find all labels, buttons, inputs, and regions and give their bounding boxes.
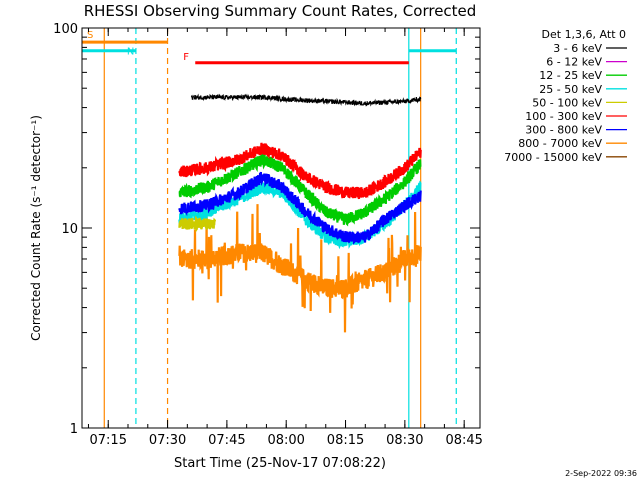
legend-label-2: 12 - 25 keV (539, 69, 602, 82)
series-line-3-6-kev (190, 93, 422, 107)
legend-label-3: 25 - 50 keV (539, 83, 602, 96)
legend-label-5: 100 - 300 keV (525, 110, 602, 123)
x-tick-label-0745: 07:45 (208, 433, 245, 448)
y-tick-label-10: 10 (61, 222, 78, 237)
chart-title: RHESSI Observing Summary Count Rates, Co… (84, 2, 477, 20)
x-tick-label-0830: 08:30 (386, 433, 423, 448)
annotation-label-n: N (127, 47, 134, 58)
timestamp: 2-Sep-2022 09:36 (565, 469, 637, 478)
legend-label-1: 6 - 12 keV (546, 56, 602, 69)
x-tick-label-0715: 07:15 (90, 433, 127, 448)
y-axis-label: Corrected Count Rate (s⁻¹ detector⁻¹) (29, 115, 43, 341)
y-tick-label-1: 1 (70, 422, 78, 437)
x-tick-label-0815: 08:15 (327, 433, 364, 448)
series-line-800-7000-kev (178, 204, 422, 333)
legend-label-6: 300 - 800 keV (525, 124, 602, 137)
annotation-label-f: F (183, 52, 189, 63)
plot-area: S N F (82, 28, 457, 428)
axes: 07:15 07:30 07:45 08:00 08:15 08:30 08:45 1 10 10… (53, 22, 483, 448)
legend-label-0: 3 - 6 keV (553, 42, 602, 55)
x-axis-label: Start Time (25-Nov-17 07:08:22) (174, 456, 386, 471)
legend-label-8: 7000 - 15000 keV (504, 151, 602, 164)
legend-title: Det 1,3,6, Att 0 (542, 28, 626, 41)
series-line-100-300-kev (178, 142, 422, 200)
series-line-300-800-kev (178, 171, 422, 245)
legend-label-4: 50 - 100 keV (532, 96, 602, 109)
series-line-12-25-kev (178, 153, 422, 227)
annotation-label-s: S (87, 30, 93, 41)
y-tick-label-100: 100 (53, 22, 78, 37)
legend-label-7: 800 - 7000 keV (518, 137, 602, 150)
x-tick-label-0730: 07:30 (149, 433, 186, 448)
series-line-50-100-kev (178, 215, 217, 233)
x-tick-label-0845: 08:45 (445, 433, 482, 448)
x-tick-label-0800: 08:00 (267, 433, 304, 448)
